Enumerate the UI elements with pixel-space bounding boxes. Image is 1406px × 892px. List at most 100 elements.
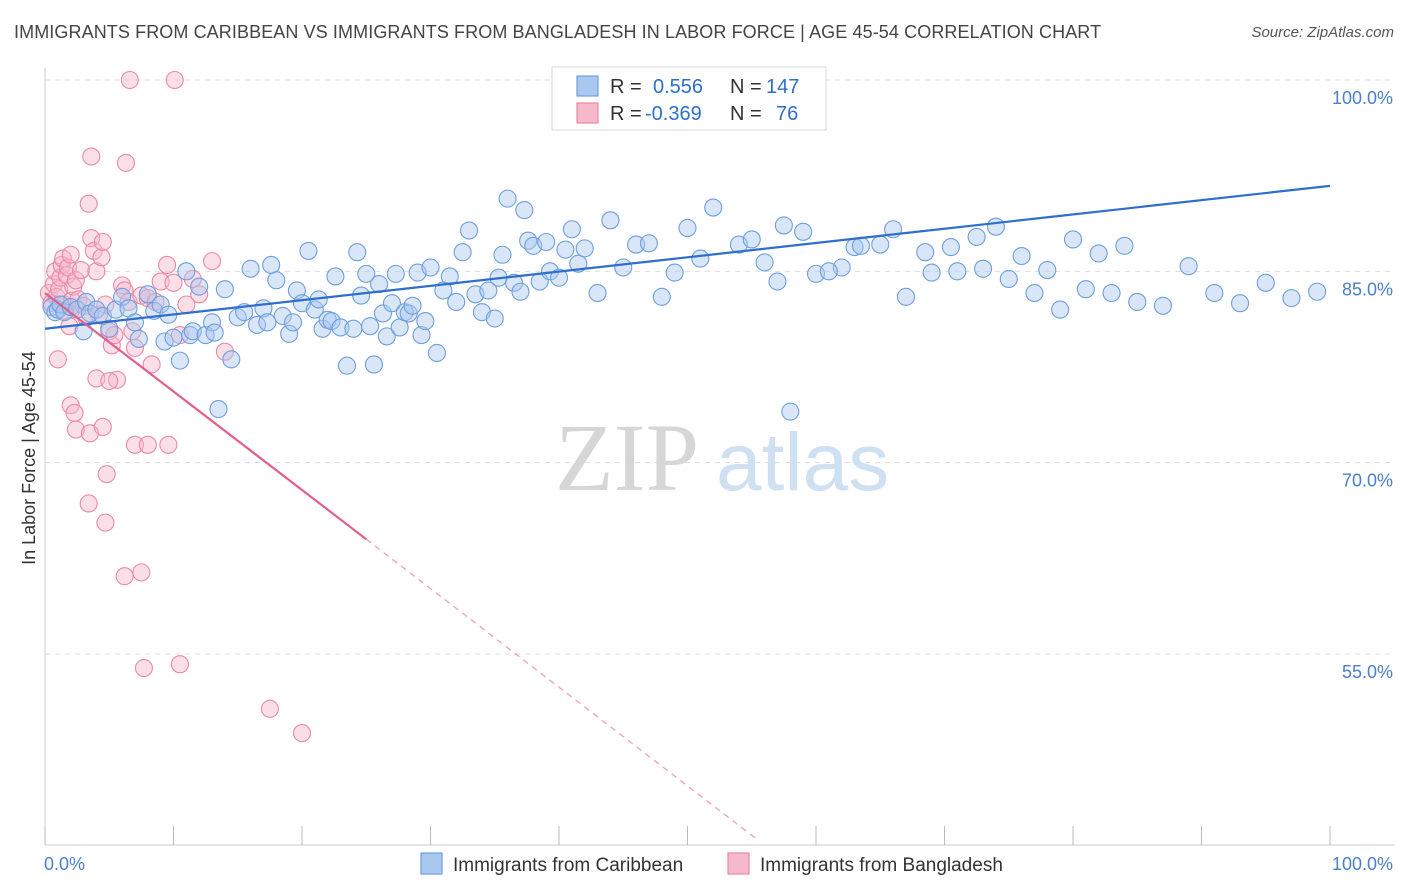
bangladesh-point	[120, 70, 139, 90]
caribbean-point	[871, 235, 890, 254]
caribbean-point	[299, 241, 318, 260]
caribbean-point	[373, 304, 393, 323]
bangladesh-point	[93, 232, 112, 252]
caribbean-point	[665, 263, 684, 282]
caribbean-point	[138, 285, 157, 304]
watermark-atlas: atlas	[716, 417, 889, 508]
caribbean-point	[575, 239, 594, 258]
caribbean-point	[794, 222, 813, 241]
y-axis-label: In Labor Force | Age 45-54	[19, 351, 39, 565]
caribbean-point	[755, 253, 774, 272]
caribbean-point	[151, 295, 170, 314]
bangladesh-point	[158, 255, 177, 275]
caribbean-point	[652, 287, 671, 306]
bangladesh-point	[151, 272, 170, 291]
caribbean-point	[382, 294, 402, 313]
caribbean-point	[331, 318, 350, 337]
legend-swatch-bangladesh	[576, 102, 599, 124]
caribbean-point	[113, 287, 132, 306]
caribbean-point	[1205, 283, 1224, 303]
caribbean-point	[1038, 261, 1057, 280]
caribbean-point	[639, 234, 659, 253]
bangladesh-point	[134, 658, 153, 678]
axes	[44, 68, 1395, 846]
caribbean-point	[549, 268, 569, 287]
legend-n-label-2: N =	[730, 103, 762, 125]
caribbean-point	[337, 356, 357, 375]
bangladesh-point	[190, 285, 209, 304]
caribbean-point	[427, 343, 446, 363]
caribbean-point	[1282, 289, 1301, 308]
caribbean-point	[459, 221, 479, 240]
caribbean-point	[364, 355, 384, 374]
bangladesh-point	[61, 245, 80, 264]
caribbean-point	[614, 258, 633, 277]
legend-r-label-1: R =	[610, 76, 642, 98]
bangladesh-point	[87, 262, 106, 281]
caribbean-point	[511, 282, 530, 301]
legend-n-value-2: 76	[776, 103, 798, 125]
bangladesh-point	[57, 266, 76, 285]
bangladesh-point	[66, 420, 85, 439]
source-note: Source: ZipAtlas.com	[1251, 24, 1394, 41]
caribbean-point	[87, 300, 106, 319]
caribbean-point	[190, 277, 209, 296]
caribbean-point	[348, 243, 367, 262]
caribbean-point	[588, 283, 607, 303]
bangladesh-point	[116, 153, 136, 172]
bangladesh-point	[170, 655, 189, 674]
caribbean-point	[1089, 244, 1108, 263]
stats-legend: R = 0.556 N = 147 R = -0.369 N = 76	[551, 66, 827, 131]
caribbean-point	[896, 287, 916, 306]
trendlines	[44, 184, 1331, 841]
caribbean-point	[1063, 230, 1083, 249]
caribbean-point	[485, 309, 504, 328]
caribbean-point	[515, 201, 534, 220]
caribbean-point	[1256, 273, 1275, 292]
caribbean-point	[344, 319, 363, 338]
caribbean-point	[386, 264, 405, 283]
caribbean-point	[1179, 257, 1198, 276]
caribbean-point	[922, 263, 941, 282]
caribbean-point	[781, 402, 800, 421]
caribbean-point	[129, 329, 148, 348]
bangladesh-point	[215, 342, 234, 361]
bangladesh-point	[260, 699, 279, 718]
caribbean-point	[519, 231, 538, 250]
bangladesh-point	[165, 70, 184, 90]
legend-n-value-1: 147	[766, 76, 799, 98]
bangladesh-point	[79, 194, 98, 213]
bangladesh-point	[203, 252, 222, 271]
caribbean-point	[267, 271, 286, 290]
caribbean-point	[562, 220, 581, 239]
bangladesh-point	[107, 370, 127, 389]
caribbean-point	[1128, 292, 1147, 311]
bangladesh-point	[48, 350, 67, 369]
caribbean-point	[215, 280, 234, 299]
caribbean-point	[170, 351, 189, 370]
caribbean-point	[493, 245, 512, 264]
y-tick-label: 55.0%	[1342, 662, 1393, 682]
caribbean-point	[440, 267, 459, 286]
x-tick-label: 0.0%	[44, 854, 85, 874]
caribbean-point	[177, 262, 196, 281]
caribbean-point	[498, 189, 517, 208]
bangladesh-point	[164, 273, 183, 292]
caribbean-point	[241, 259, 260, 278]
caribbean-point	[768, 272, 787, 291]
caribbean-point	[479, 281, 498, 300]
caribbean-point	[678, 218, 697, 238]
caribbean-point	[421, 258, 440, 277]
bangladesh-point	[183, 269, 202, 289]
caribbean-point	[948, 262, 967, 281]
caribbean-point	[322, 312, 341, 331]
caribbean-point	[704, 198, 723, 217]
caribbean-point	[155, 332, 174, 351]
caribbean-point	[164, 328, 183, 347]
caribbean-point	[203, 313, 222, 332]
bangladesh-point	[138, 435, 157, 454]
caribbean-point	[403, 296, 422, 315]
y-tick-label: 70.0%	[1342, 471, 1393, 491]
caribbean-point	[453, 243, 472, 262]
